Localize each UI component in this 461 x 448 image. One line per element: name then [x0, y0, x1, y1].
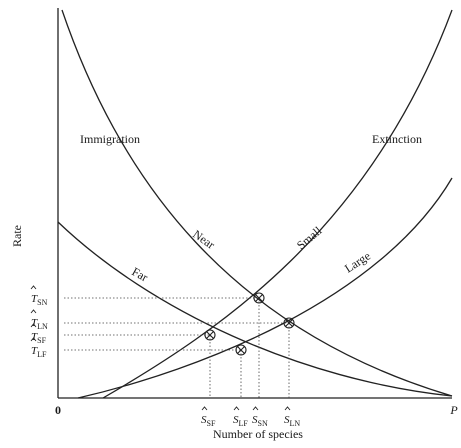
s-hat-lf-label: SLF: [233, 406, 248, 428]
immigration-near-curve: [61, 9, 453, 397]
label-far: Far: [130, 264, 151, 284]
label-immigration: Immigration: [80, 132, 140, 146]
svg-text:SLF: SLF: [233, 414, 248, 428]
t-hat-sf-label: TSF: [30, 323, 47, 345]
svg-text:SSF: SSF: [201, 414, 216, 428]
equilibrium-marker-lf: [235, 344, 247, 356]
label-near: Near: [190, 227, 217, 252]
extinction-large-curve: [77, 177, 453, 399]
s-hat-sn-label: SSN: [252, 406, 268, 428]
s-hat-ln-label: SLN: [284, 406, 300, 428]
svg-text:SSN: SSN: [252, 414, 268, 428]
equilibrium-marker-sn: [253, 292, 265, 304]
immigration-far-curve: [57, 221, 453, 397]
equilibrium-marker-sf: [204, 329, 216, 341]
svg-text:TLF: TLF: [31, 345, 47, 359]
label-large: Large: [342, 249, 373, 276]
t-hat-ln-label: TLN: [30, 309, 48, 331]
x-axis-end-label: P: [449, 403, 458, 417]
s-hat-sf-label: SSF: [201, 406, 216, 428]
svg-text:SLN: SLN: [284, 414, 300, 428]
y-axis-label: Rate: [10, 225, 24, 247]
svg-text:TLN: TLN: [31, 317, 48, 331]
label-extinction: Extinction: [372, 132, 422, 146]
svg-text:TSN: TSN: [31, 293, 48, 307]
x-axis-label: Number of species: [213, 427, 303, 441]
svg-text:TSF: TSF: [31, 331, 47, 345]
extinction-small-curve: [102, 9, 453, 399]
t-hat-lf-label: TLF: [30, 337, 47, 359]
label-small: Small: [294, 223, 325, 252]
equilibrium-marker-ln: [283, 317, 295, 329]
x-axis-origin-label: 0: [55, 403, 61, 417]
t-hat-sn-label: TSN: [30, 285, 48, 307]
